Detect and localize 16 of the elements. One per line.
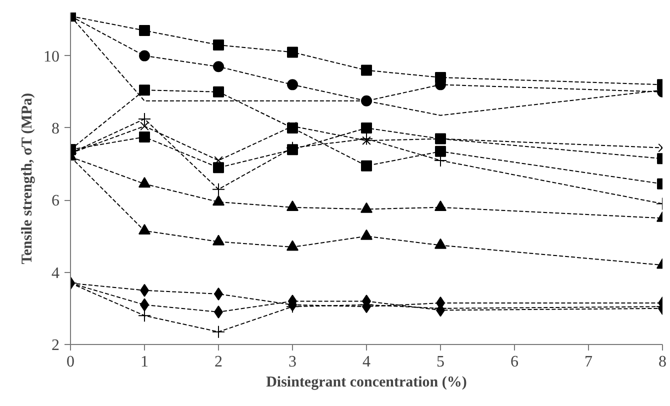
y-axis-title: Tensile strength, σT (MPa) <box>20 93 36 264</box>
y-tick-label: 8 <box>52 120 60 138</box>
x-tick-label: 1 <box>140 354 148 370</box>
x-tick-label: 7 <box>584 354 592 370</box>
x-tick-label: 8 <box>658 354 666 370</box>
x-tick-label: 0 <box>66 354 74 370</box>
y-tick-label: 6 <box>52 192 60 210</box>
x-axis-title: Disintegrant concentration (%) <box>266 374 467 390</box>
x-tick-label: 6 <box>510 354 518 370</box>
y-tick-label: 2 <box>52 337 60 354</box>
y-tick-label: 4 <box>52 264 60 282</box>
y-tick-label: 10 <box>44 48 60 66</box>
x-tick-label: 3 <box>288 354 296 370</box>
x-tick-label: 5 <box>436 354 444 370</box>
x-tick-label: 4 <box>362 354 370 370</box>
x-tick-label: 2 <box>214 354 222 370</box>
